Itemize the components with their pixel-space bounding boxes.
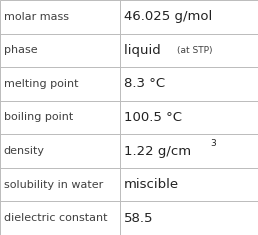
Text: dielectric constant: dielectric constant (4, 213, 107, 223)
Text: (at STP): (at STP) (177, 46, 212, 55)
Text: phase: phase (4, 45, 37, 55)
Text: 8.3 °C: 8.3 °C (124, 77, 165, 90)
Text: 46.025 g/mol: 46.025 g/mol (124, 10, 212, 23)
Text: 100.5 °C: 100.5 °C (124, 111, 182, 124)
Text: miscible: miscible (124, 178, 179, 191)
Text: 1.22 g/cm: 1.22 g/cm (124, 145, 191, 158)
Text: melting point: melting point (4, 79, 78, 89)
Text: boiling point: boiling point (4, 113, 73, 122)
Text: solubility in water: solubility in water (4, 180, 103, 190)
Text: density: density (4, 146, 45, 156)
Text: liquid: liquid (124, 44, 165, 57)
Text: molar mass: molar mass (4, 12, 69, 22)
Text: 3: 3 (211, 139, 216, 148)
Text: 58.5: 58.5 (124, 212, 153, 225)
